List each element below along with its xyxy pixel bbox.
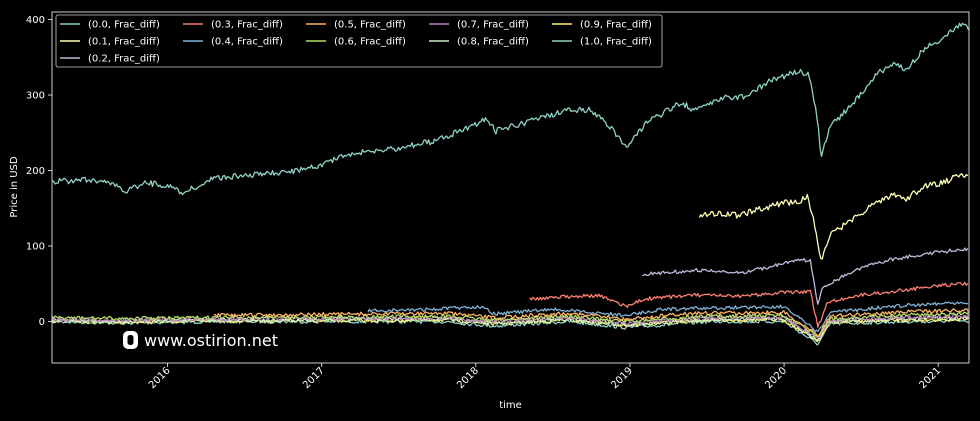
x-axis-label: time	[499, 400, 522, 411]
y-axis-label: Price in USD	[9, 156, 20, 218]
y-tick-label: 100	[26, 242, 45, 253]
x-tick-label: 2016	[147, 365, 173, 391]
y-tick-label: 200	[26, 166, 45, 177]
y-axis-ticks: 0 100 200 300 400	[26, 15, 52, 328]
legend-label: (0.3, Frac_diff)	[211, 20, 283, 31]
y-tick-label: 400	[26, 15, 45, 26]
series-line-1	[698, 173, 969, 260]
series-line-5	[213, 308, 969, 337]
legend-label: (0.0, Frac_diff)	[88, 20, 160, 31]
series-line-4	[367, 301, 969, 333]
x-tick-label: 2019	[609, 365, 635, 391]
series-line-6	[51, 311, 969, 338]
legend-label: (0.2, Frac_diff)	[88, 54, 160, 65]
legend-label: (0.5, Frac_diff)	[334, 20, 406, 31]
series-line-0	[51, 22, 970, 196]
ostirion-logo-icon-inner	[127, 335, 134, 345]
legend-label: (0.6, Frac_diff)	[334, 37, 406, 48]
x-tick-label: 2018	[455, 365, 481, 391]
x-tick-label: 2021	[918, 365, 944, 391]
legend-label: (0.7, Frac_diff)	[457, 20, 529, 31]
series-line-3	[529, 281, 969, 328]
legend: (0.0, Frac_diff) (0.1, Frac_diff) (0.2, Fr…	[55, 14, 663, 68]
y-tick-label: 300	[26, 91, 45, 102]
series-layer	[51, 22, 970, 346]
x-tick-label: 2017	[301, 365, 327, 391]
watermark: www.ostirion.net	[123, 331, 278, 350]
x-tick-label: 2020	[763, 365, 789, 391]
legend-label: (0.4, Frac_diff)	[211, 37, 283, 48]
plot-frame	[51, 11, 970, 364]
series-line-8	[51, 315, 969, 341]
legend-label: (0.1, Frac_diff)	[88, 37, 160, 48]
series-line-2	[641, 247, 969, 305]
legend-label: (0.9, Frac_diff)	[580, 20, 652, 31]
x-axis-ticks: 2016 2017 2018 2019 2020 2021	[147, 363, 943, 391]
legend-label: (1.0, Frac_diff)	[580, 37, 652, 48]
legend-label: (0.8, Frac_diff)	[457, 37, 529, 48]
watermark-text: www.ostirion.net	[144, 331, 278, 350]
legend-box	[55, 14, 663, 68]
y-tick-label: 0	[39, 317, 45, 328]
